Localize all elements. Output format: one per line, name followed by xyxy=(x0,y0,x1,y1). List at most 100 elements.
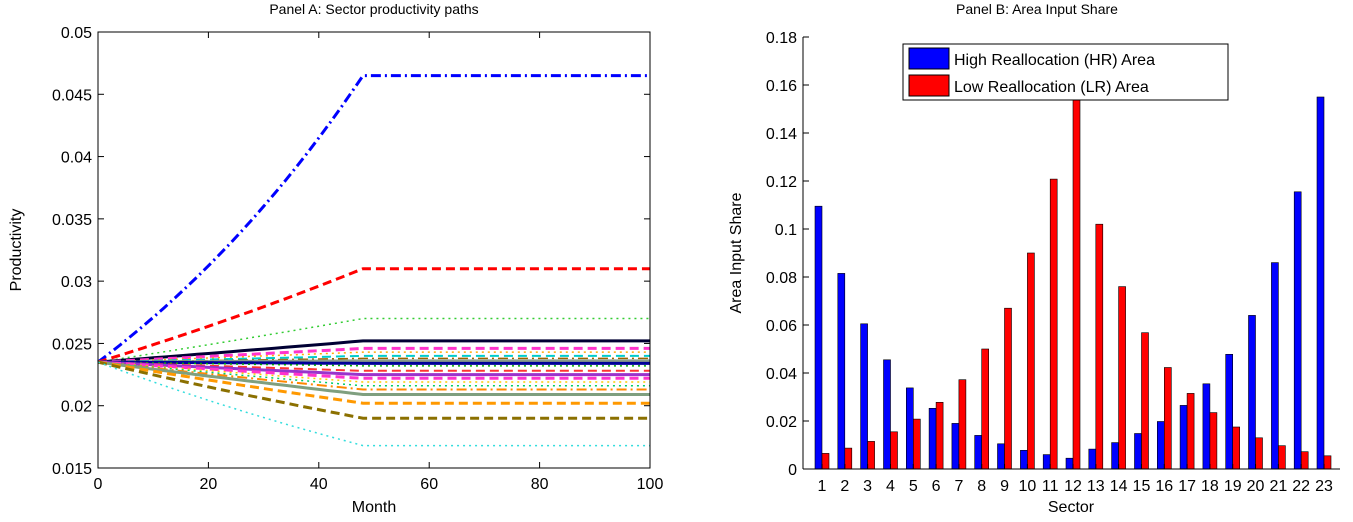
panel-b-bar-lr-1 xyxy=(821,453,830,470)
panel-b-bar-hr-21 xyxy=(1271,262,1279,470)
panel-b-ytick-label: 0.02 xyxy=(766,414,797,431)
panel-a-series-line-16 xyxy=(97,361,650,387)
panel-a-ytick-label: 0.04 xyxy=(61,150,92,167)
panel-a-series-line-10 xyxy=(97,360,650,365)
panel-b-xtick-label: 8 xyxy=(977,478,986,495)
panel-b-ylabel: Area Input Share xyxy=(728,192,745,313)
panel-b-ytick-label: 0.1 xyxy=(775,222,797,239)
panel-a-y-ticks: 0.015 0.02 0.025 0.03 0.035 0.04 0.045 0.05 xyxy=(52,25,650,478)
panel-b-xtick-label: 23 xyxy=(1315,478,1333,495)
panel-b-legend: High Reallocation (HR) Area Low Realloca… xyxy=(902,43,1229,101)
panel-b-bar-lr-8 xyxy=(981,348,990,470)
panel-b-ytick-label: 0.16 xyxy=(766,78,797,95)
panel-b-bar-lr-6 xyxy=(935,401,944,470)
panel-b-bar-hr-9 xyxy=(997,443,1005,470)
panel-b-xtick-label: 10 xyxy=(1018,478,1036,495)
panel-b-xtick-label: 5 xyxy=(909,478,918,495)
panel-b-ytick-label: 0.04 xyxy=(766,366,797,383)
panel-b-bar-lr-7 xyxy=(958,379,967,470)
panel-b-xtick-label: 20 xyxy=(1247,478,1265,495)
panel-a-series-line-11 xyxy=(97,361,650,367)
panel-b-xtick-label: 7 xyxy=(954,478,963,495)
panel-b-bar-hr-12 xyxy=(1065,457,1074,470)
panel-b-xtick-label: 21 xyxy=(1269,478,1287,495)
panel-b-bar-lr-12 xyxy=(1072,96,1081,470)
panel-a-series-line-18 xyxy=(97,360,650,396)
panel-a-x-ticks: 0 20 40 60 80 100 xyxy=(94,32,664,493)
panel-a-ytick-label: 0.05 xyxy=(61,25,92,42)
panel-b-xtick-label: 19 xyxy=(1224,478,1242,495)
panel-b-bar-lr-18 xyxy=(1209,412,1218,470)
panel-b-bar-hr-5 xyxy=(905,387,914,470)
panel-b-bar-lr-20 xyxy=(1255,437,1263,470)
panel-b-x-ticks: 1 2 3 4 5 6 7 8 9 10 11 12 13 14 15 16 17 18 19 20 21 22 23 xyxy=(818,464,1333,495)
panel-a-ytick-label: 0.025 xyxy=(52,336,92,353)
panel-b-ytick-label: 0.18 xyxy=(766,30,797,47)
legend-swatch-lr xyxy=(908,74,950,97)
panel-a-ytick-label: 0.015 xyxy=(52,461,92,478)
panel-b-bar-lr-9 xyxy=(1004,307,1012,470)
legend-label-lr: Low Reallocation (LR) Area xyxy=(954,79,1149,96)
panel-b-bar-hr-20 xyxy=(1248,315,1256,470)
panel-b-xtick-label: 4 xyxy=(886,478,895,495)
legend-swatch-hr xyxy=(908,47,950,70)
panel-b-bar-hr-19 xyxy=(1225,353,1233,470)
panel-b-xtick-label: 16 xyxy=(1155,478,1173,495)
panel-b-ytick-label: 0.14 xyxy=(766,126,797,143)
panel-b-xtick-label: 3 xyxy=(863,478,872,495)
panel-a-series-line-5 xyxy=(97,346,650,364)
panel-b-bar-lr-21 xyxy=(1278,445,1286,470)
panel-b-bar-hr-3 xyxy=(860,323,868,470)
legend-label-hr: High Reallocation (HR) Area xyxy=(954,52,1155,69)
panel-b-ytick-label: 0.08 xyxy=(766,270,797,287)
panel-b-title: Panel B: Area Input Share xyxy=(956,1,1118,17)
panel-b-bar-lr-22 xyxy=(1300,451,1309,470)
panel-a-xtick-label: 100 xyxy=(637,476,664,493)
panel-b-bar-hr-14 xyxy=(1111,442,1119,470)
panel-b-bar-lr-19 xyxy=(1232,426,1240,470)
panel-a-series-line-19 xyxy=(97,360,650,405)
panel-b-bar-hr-17 xyxy=(1179,405,1188,470)
panel-b-xtick-label: 22 xyxy=(1292,478,1310,495)
legend-box xyxy=(902,43,1229,101)
panel-b-bar-lr-5 xyxy=(912,418,921,470)
panel-b-bar-hr-6 xyxy=(928,407,937,470)
panel-a-series-line-20 xyxy=(97,360,650,420)
panel-b-bars-group xyxy=(814,96,1332,470)
panel-b-ytick-label: 0 xyxy=(788,462,797,479)
panel-b-bar-hr-23 xyxy=(1316,96,1325,470)
panel-b-y-ticks: 0 0.02 0.04 0.06 0.08 0.1 0.12 0.14 0.16 0.18 xyxy=(766,30,809,479)
panel-a-ylabel: Productivity xyxy=(8,209,25,292)
panel-b-xtick-label: 1 xyxy=(818,478,827,495)
panel-a-series-line-2 xyxy=(97,267,650,364)
panel-a-axes-frame xyxy=(97,31,651,469)
panel-b-bar-lr-17 xyxy=(1186,393,1195,470)
panel-b-bar-hr-2 xyxy=(837,273,846,470)
panel-a: Panel A: Sector productivity paths 0 20 40… xyxy=(8,1,663,516)
panel-a-series-line-1 xyxy=(97,74,650,364)
panel-a-title: Panel A: Sector productivity paths xyxy=(269,1,478,17)
panel-b-bar-hr-22 xyxy=(1293,191,1302,470)
panel-a-xtick-label: 40 xyxy=(310,476,328,493)
panel-b-bar-hr-1 xyxy=(814,205,823,470)
panel-b-xtick-label: 15 xyxy=(1133,478,1151,495)
panel-b-bar-hr-11 xyxy=(1042,454,1051,470)
panel-b-bar-lr-10 xyxy=(1027,252,1035,470)
panel-b-bar-hr-13 xyxy=(1088,448,1097,470)
panel-a-ytick-label: 0.03 xyxy=(61,274,92,291)
panel-a-ytick-label: 0.035 xyxy=(52,212,92,229)
panel-a-series-line-14 xyxy=(97,360,650,380)
panel-b-xtick-label: 17 xyxy=(1178,478,1196,495)
panel-a-ytick-label: 0.02 xyxy=(61,399,92,416)
panel-b-bar-lr-15 xyxy=(1141,332,1149,470)
panel-b-xlabel: Sector xyxy=(1048,499,1095,516)
panel-b-ytick-label: 0.12 xyxy=(766,174,797,191)
panel-b-bar-hr-16 xyxy=(1157,421,1165,470)
panel-a-xtick-label: 80 xyxy=(531,476,549,493)
panel-b-bar-lr-2 xyxy=(844,447,853,470)
panel-b-ytick-label: 0.06 xyxy=(766,318,797,335)
panel-b-bar-hr-8 xyxy=(974,435,983,470)
panel-a-series-line-15 xyxy=(97,361,650,383)
panel-b-xtick-label: 11 xyxy=(1042,478,1059,495)
